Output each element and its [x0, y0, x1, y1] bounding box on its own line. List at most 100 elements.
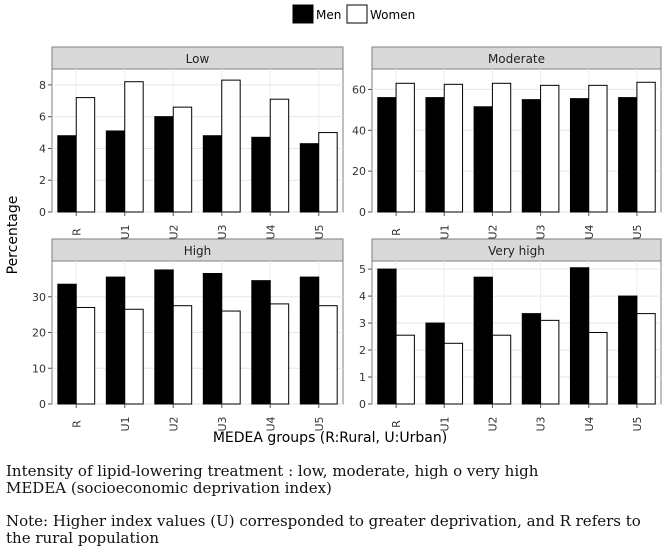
bar-low-men-u4: [251, 136, 271, 213]
bar-moderate-men-u5: [618, 97, 638, 213]
bar-high-men-u2: [154, 269, 174, 405]
x-tick-label-high: R: [70, 420, 83, 428]
y-tick-label-low: 8: [39, 79, 46, 92]
bar-high-women-u5: [318, 305, 338, 405]
bar-high-men-u4: [251, 280, 271, 405]
bar-moderate-women-u2: [491, 82, 512, 213]
x-tick-label-high: U4: [264, 416, 277, 431]
bar-low-women-u4: [269, 98, 290, 213]
caption-line-4: the rural population: [6, 529, 159, 547]
x-tick-label-very-high: U4: [583, 416, 596, 431]
bar-very-high-women-r: [395, 334, 415, 405]
caption-line-2: MEDEA (socioeconomic deprivation index): [6, 479, 332, 497]
x-tick-label-moderate: R: [390, 228, 403, 236]
bar-very-high-women-u3: [540, 319, 560, 405]
bar-very-high-men-u5: [618, 295, 638, 405]
x-tick-label-very-high: U1: [438, 416, 451, 431]
bar-low-men-u3: [202, 135, 223, 213]
bar-high-men-r: [57, 283, 77, 405]
y-tick-label-low: 6: [39, 111, 46, 124]
x-tick-label-high: U2: [167, 416, 180, 431]
legend-label-women: Women: [370, 8, 415, 22]
legend-swatch-women: [346, 4, 368, 24]
bar-very-high-women-u4: [588, 332, 608, 405]
bar-low-men-u1: [105, 130, 126, 213]
y-tick-label-very-high: 2: [359, 344, 366, 357]
y-tick-label-moderate: 40: [352, 124, 366, 137]
bar-moderate-men-r: [377, 97, 397, 213]
bar-high-men-u5: [299, 276, 320, 405]
y-tick-label-very-high: 0: [359, 398, 366, 411]
bar-moderate-men-u2: [473, 106, 493, 213]
y-axis-title: Percentage: [5, 196, 21, 275]
bar-high-women-r: [75, 306, 96, 405]
facet-title-high: High: [184, 244, 212, 258]
plot-area-moderate: [371, 68, 662, 213]
bar-moderate-women-u1: [443, 83, 464, 213]
bar-high-women-u1: [124, 308, 144, 405]
bar-moderate-women-r: [395, 82, 415, 213]
x-tick-label-high: U1: [119, 416, 132, 431]
x-tick-label-high: U5: [313, 416, 326, 431]
x-tick-label-low: U2: [167, 224, 180, 239]
x-tick-label-moderate: U1: [438, 224, 451, 239]
bar-low-men-r: [57, 135, 77, 213]
bar-high-women-u3: [221, 310, 241, 405]
y-tick-label-very-high: 5: [359, 263, 366, 276]
bar-moderate-men-u1: [425, 97, 445, 213]
bar-moderate-men-u3: [521, 99, 542, 213]
x-tick-label-low: U3: [216, 224, 229, 239]
bar-very-high-men-u4: [569, 267, 590, 405]
bar-low-women-u3: [221, 79, 241, 213]
x-tick-label-very-high: R: [390, 420, 403, 428]
bar-high-women-u4: [269, 303, 290, 405]
bar-moderate-women-u5: [636, 81, 656, 213]
bar-high-men-u1: [105, 276, 126, 405]
caption-line-1: Intensity of lipid-lowering treatment : …: [6, 462, 539, 480]
facet-title-moderate: Moderate: [488, 52, 545, 66]
y-tick-label-high: 0: [39, 398, 46, 411]
bar-low-women-u5: [318, 132, 338, 213]
x-tick-label-very-high: U2: [486, 416, 499, 431]
x-tick-label-low: R: [70, 228, 83, 236]
y-tick-label-moderate: 20: [352, 165, 366, 178]
bar-moderate-women-u3: [540, 84, 560, 213]
y-tick-label-moderate: 60: [352, 83, 366, 96]
bar-very-high-women-u5: [636, 313, 656, 405]
x-tick-label-moderate: U3: [535, 224, 548, 239]
y-tick-label-moderate: 0: [359, 206, 366, 219]
legend-label-men: Men: [316, 8, 341, 22]
x-tick-label-high: U3: [216, 416, 229, 431]
bar-very-high-women-u1: [443, 342, 464, 405]
x-tick-label-moderate: U4: [583, 224, 596, 239]
facet-title-low: Low: [186, 52, 210, 66]
bar-very-high-men-u3: [521, 313, 542, 405]
x-tick-label-low: U1: [119, 224, 132, 239]
x-tick-label-moderate: U5: [631, 224, 644, 239]
y-tick-label-very-high: 4: [359, 290, 366, 303]
x-axis-title: MEDEA groups (R:Rural, U:Urban): [213, 430, 447, 446]
y-tick-label-high: 10: [32, 362, 46, 375]
bar-very-high-men-u1: [425, 322, 445, 405]
bar-high-women-u2: [172, 305, 193, 405]
bar-low-women-u2: [172, 106, 193, 213]
y-tick-label-high: 20: [32, 327, 46, 340]
y-tick-label-low: 4: [39, 142, 46, 155]
bar-moderate-women-u4: [588, 84, 608, 213]
y-tick-label-low: 0: [39, 206, 46, 219]
plot-area-very-high: [371, 260, 662, 405]
bar-low-women-u1: [124, 81, 144, 213]
bar-very-high-men-u2: [473, 276, 493, 405]
bar-very-high-men-r: [377, 268, 397, 405]
x-tick-label-moderate: U2: [486, 224, 499, 239]
x-tick-label-low: U5: [313, 224, 326, 239]
bar-low-men-u5: [299, 143, 320, 213]
y-tick-label-low: 2: [39, 174, 46, 187]
bar-low-women-r: [75, 97, 96, 213]
bar-low-men-u2: [154, 116, 174, 213]
caption-line-3: Note: Higher index values (U) correspond…: [6, 512, 641, 530]
y-tick-label-high: 30: [32, 291, 46, 304]
bar-high-men-u3: [202, 273, 223, 405]
x-tick-label-very-high: U3: [535, 416, 548, 431]
